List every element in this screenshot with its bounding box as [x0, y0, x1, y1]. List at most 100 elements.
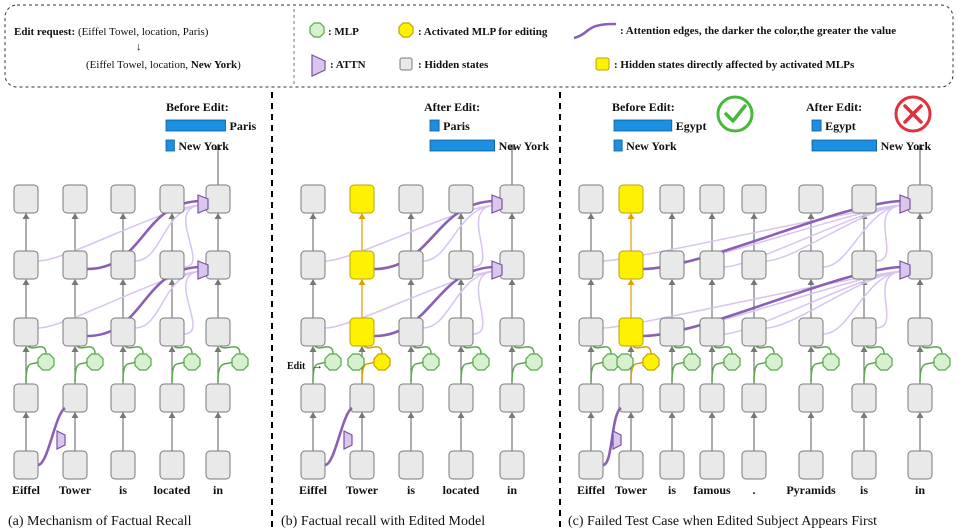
attention-edge-light — [472, 204, 497, 268]
edit-request-new-line: (Eiffel Towel, location, New York) — [86, 59, 241, 71]
mlp-connector — [25, 361, 39, 383]
arrow-head — [508, 144, 516, 150]
attention-edge-light — [875, 204, 905, 262]
hidden-state — [13, 184, 39, 214]
output-bar — [613, 139, 623, 152]
hidden-state — [110, 250, 136, 280]
arrow-head — [668, 279, 676, 285]
mlp-icon — [324, 353, 342, 371]
hidden-state — [741, 250, 767, 280]
hidden-state — [741, 383, 767, 413]
hidden-state — [578, 317, 604, 347]
arrow-head — [119, 412, 127, 418]
hidden-state — [907, 184, 933, 214]
hidden-state — [741, 450, 767, 480]
hidden-state — [159, 317, 185, 347]
hidden-state — [398, 383, 424, 413]
caption-a: (a) Mechanism of Factual Recall — [8, 514, 192, 529]
mlp-connector — [753, 361, 767, 383]
arrow-head — [119, 346, 127, 352]
hidden-state — [851, 383, 877, 413]
arrow-head — [508, 346, 516, 352]
token-row: Eiffel Tower is located in — [299, 483, 517, 497]
output-bar — [165, 119, 226, 132]
hidden-state — [578, 450, 604, 480]
arrow-head — [750, 346, 758, 352]
arrow-head — [407, 279, 415, 285]
hidden-state — [699, 383, 725, 413]
attn-icon — [197, 194, 209, 214]
hidden-state — [110, 450, 136, 480]
mlp-connector — [863, 361, 877, 383]
affected-state-legend-icon — [595, 57, 610, 71]
arrow-head — [627, 412, 635, 418]
hidden-state — [851, 450, 877, 480]
token-label: Eiffel — [577, 483, 606, 497]
hidden-state — [699, 450, 725, 480]
hidden-state — [659, 450, 685, 480]
hidden-state — [159, 250, 185, 280]
attention-edge-light — [422, 270, 497, 329]
arrow-head — [22, 346, 30, 352]
hidden-state — [741, 317, 767, 347]
arrow-head — [508, 279, 516, 285]
legend-activated-mlp: : Activated MLP for editing — [418, 26, 548, 38]
arrow-head — [708, 346, 716, 352]
attn-legend-icon — [311, 54, 326, 77]
mlp-connector — [74, 361, 88, 383]
arrow-head — [309, 279, 317, 285]
arrow-head — [916, 213, 924, 219]
arrow-head — [627, 279, 635, 285]
mlp-icon — [765, 353, 783, 371]
arrow-head — [309, 412, 317, 418]
attn-icon — [899, 194, 911, 214]
mlp-connector — [630, 361, 644, 383]
hidden-state — [13, 250, 39, 280]
arrow-head — [916, 144, 924, 150]
arrow-head — [168, 279, 176, 285]
mlp-icon — [616, 353, 634, 371]
hidden-state — [159, 184, 185, 214]
attention-edge-strong — [373, 265, 497, 338]
mlp-connector — [590, 361, 604, 383]
edit-marker: Edit — [287, 361, 306, 372]
attention-edge-light — [324, 204, 497, 262]
mlp-connector — [122, 361, 136, 383]
attention-edge-light — [765, 270, 905, 329]
hidden-state — [205, 250, 231, 280]
arrow-head — [407, 213, 415, 219]
hidden-state — [110, 184, 136, 214]
arrow-head — [168, 346, 176, 352]
legend-attention-edges: : Attention edges, the darker the color,… — [620, 25, 896, 37]
mlp-connector — [592, 345, 612, 355]
token-label: in — [915, 483, 925, 497]
mlp-icon — [183, 353, 201, 371]
mlp-connector — [755, 345, 775, 355]
arrow-head — [119, 279, 127, 285]
arrow-head — [627, 346, 635, 352]
edit-request-new-suffix: ) — [237, 59, 241, 71]
hidden-state — [349, 450, 375, 480]
mlp-icon — [683, 353, 701, 371]
before-output-bars: Egypt New York — [613, 119, 706, 153]
arrow-head — [119, 213, 127, 219]
arrow-head — [457, 279, 465, 285]
hidden-state — [448, 317, 474, 347]
hidden-state — [578, 184, 604, 214]
arrow-head — [668, 412, 676, 418]
arrow-head — [214, 144, 222, 150]
hidden-state — [205, 184, 231, 214]
hidden-state — [699, 250, 725, 280]
hidden-state — [205, 317, 231, 347]
output-bar — [429, 139, 495, 152]
activated-mlp-legend-icon — [398, 22, 414, 38]
hidden-state — [398, 184, 424, 214]
mlp-icon — [875, 353, 893, 371]
mlp-connector — [921, 345, 943, 355]
hidden-state — [798, 383, 824, 413]
after-output-bars: Egypt New York — [811, 119, 931, 153]
attention-edge-light — [472, 270, 497, 335]
hidden-state — [699, 184, 725, 214]
before-title: Before Edit: — [612, 100, 675, 114]
